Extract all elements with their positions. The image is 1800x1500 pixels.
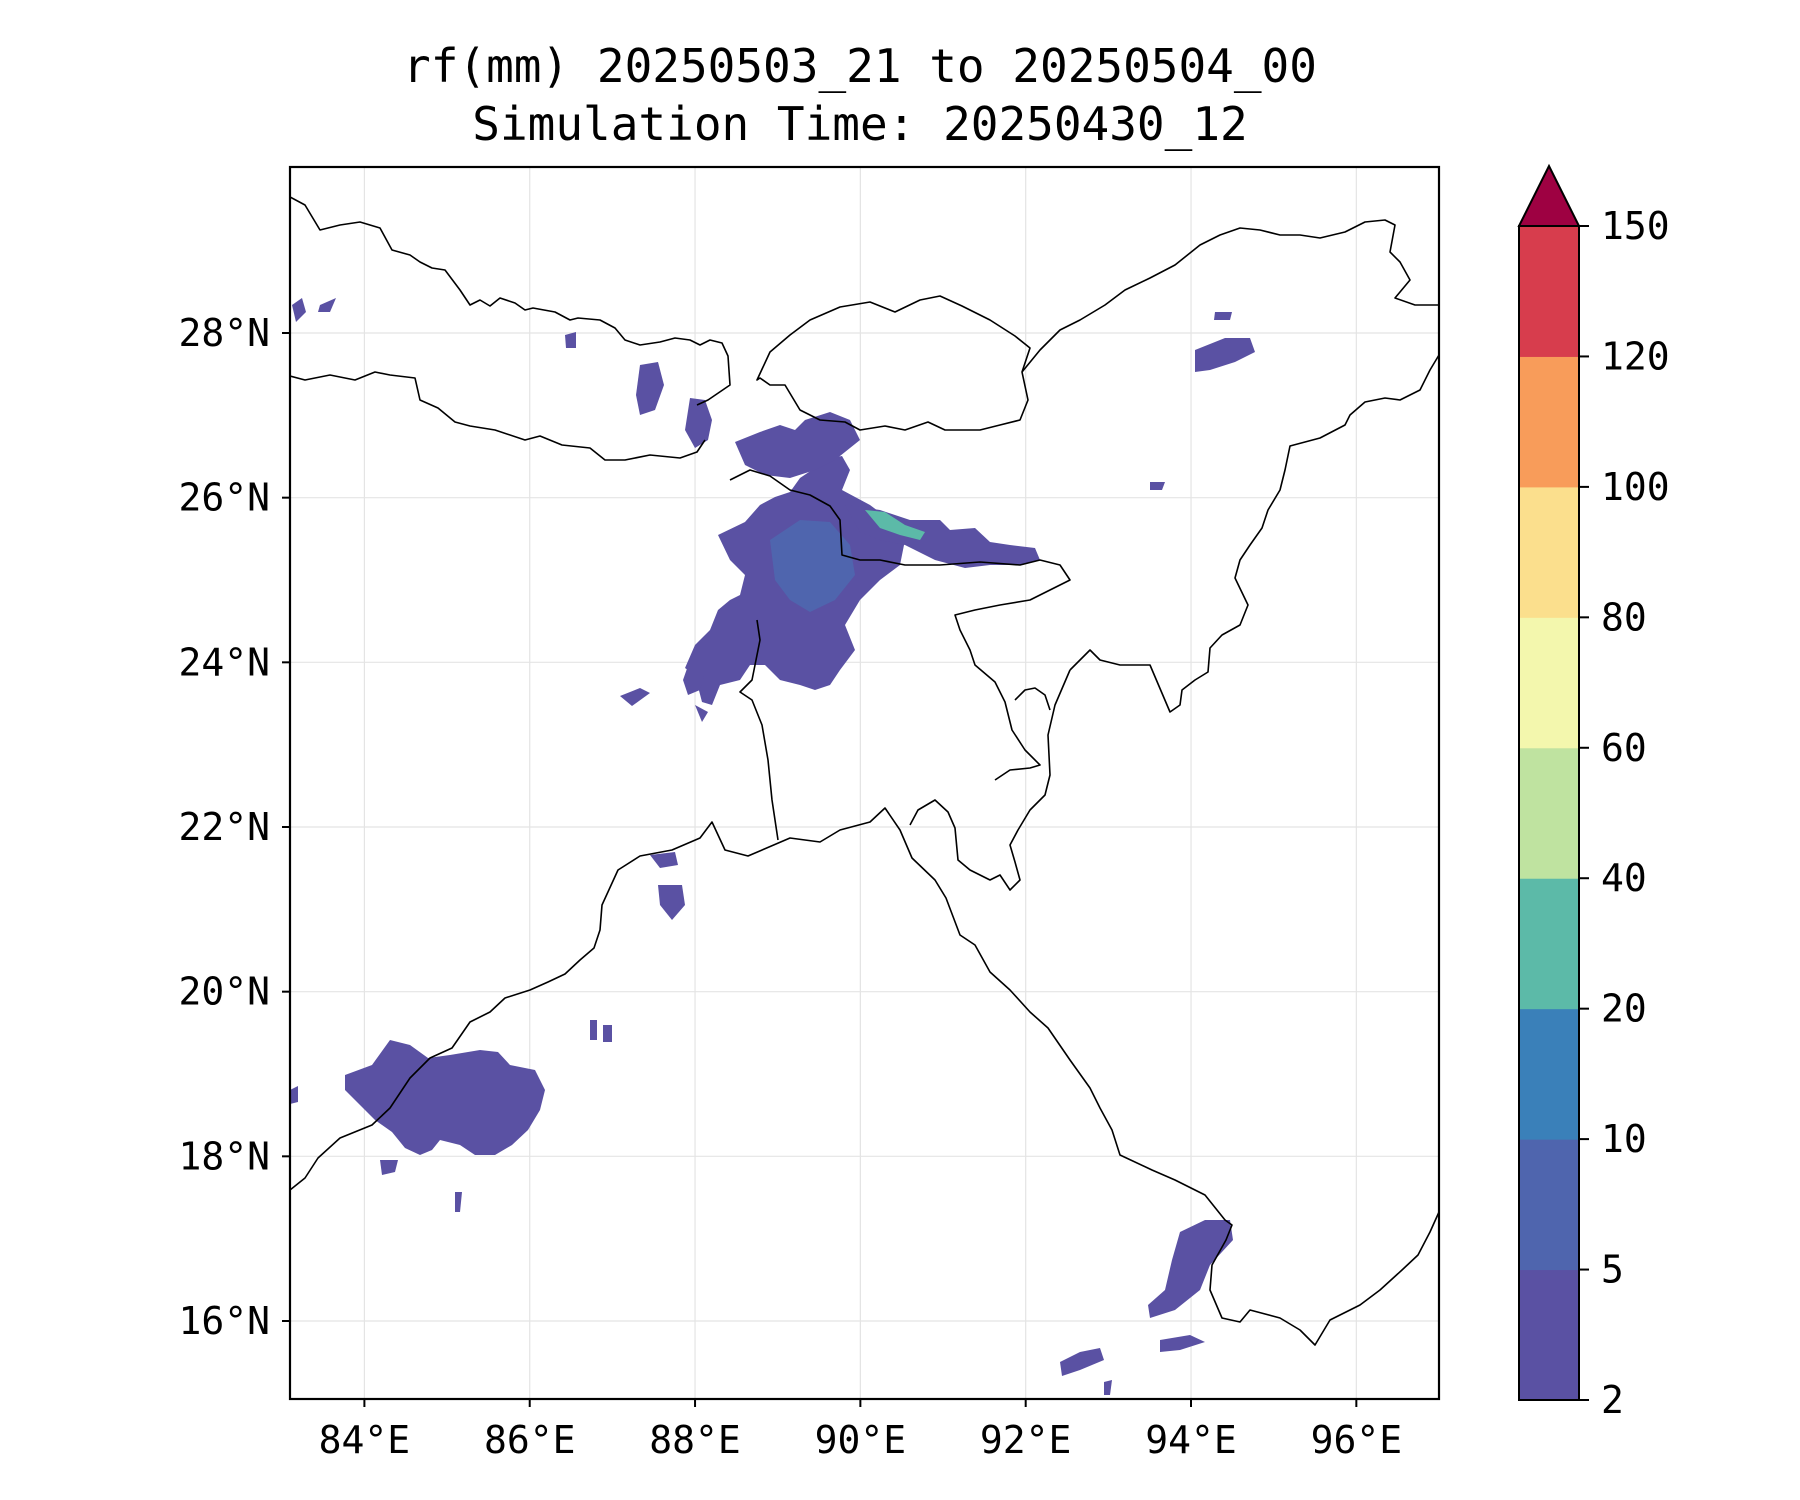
map-frame xyxy=(288,165,1441,1401)
colorbar-segment xyxy=(1519,356,1579,488)
y-tick-label: 18°N xyxy=(178,1134,270,1178)
x-tick-label: 86°E xyxy=(484,1418,576,1462)
x-axis: 84°E 86°E 88°E 90°E 92°E 94°E 96°E xyxy=(319,1399,1402,1462)
rain-area-nepal-w xyxy=(292,298,306,322)
rain-area-nepal-c xyxy=(565,332,576,348)
arunachal-myanmar-border xyxy=(1069,354,1439,713)
rain-area-small-1 xyxy=(620,688,650,706)
colorbar-tick-label: 10 xyxy=(1601,1117,1647,1161)
rain-area-meghalaya-core xyxy=(865,510,925,540)
coastline-and-borders xyxy=(290,196,1439,1346)
rain-area-andhra-2 xyxy=(380,1160,398,1175)
colorbar-tick-label: 60 xyxy=(1601,726,1647,770)
y-axis: 16°N 18°N 20°N 22°N 24°N 26°N 28°N xyxy=(178,311,290,1343)
colorbar-segment xyxy=(1519,747,1579,879)
colorbar-segment xyxy=(1519,617,1579,749)
rain-area-arunachal xyxy=(1195,338,1255,372)
rain-area-nepal-w2 xyxy=(318,298,336,312)
bhutan-border xyxy=(756,295,1031,431)
y-tick-label: 24°N xyxy=(178,640,270,684)
colorbar-tick-label: 150 xyxy=(1601,204,1670,248)
y-tick-label: 28°N xyxy=(178,311,270,355)
rain-area-sikkim xyxy=(636,362,664,415)
rain-area-myanmar-4 xyxy=(1104,1380,1112,1395)
rain-area-arunachal-2 xyxy=(1214,312,1232,320)
rain-area-sikkim-2 xyxy=(685,398,712,448)
coastline xyxy=(290,807,1439,1346)
x-tick-label: 90°E xyxy=(815,1418,907,1462)
colorbar-segment xyxy=(1519,878,1579,1010)
nepal-south-border xyxy=(290,371,706,461)
x-tick-label: 92°E xyxy=(980,1418,1072,1462)
y-tick-label: 20°N xyxy=(178,970,270,1014)
india-nepal-border xyxy=(290,196,731,406)
tripura-border xyxy=(1014,687,1051,711)
rain-area-bay-2 xyxy=(603,1025,612,1042)
rain-area-small-ne xyxy=(1150,482,1165,490)
x-tick-label: 88°E xyxy=(649,1418,741,1462)
gridlines xyxy=(290,167,1439,1399)
colorbar-segment xyxy=(1519,486,1579,618)
colorbar-tick-label: 100 xyxy=(1601,465,1670,509)
rain-area-odisha-1 xyxy=(650,852,678,868)
rain-area-myanmar-3 xyxy=(1060,1348,1104,1376)
colorbar-frame xyxy=(1518,225,1580,1401)
y-tick-label: 16°N xyxy=(178,1299,270,1343)
rain-area-andhra xyxy=(345,1040,545,1155)
rain-area-west-edge xyxy=(290,1086,298,1104)
colorbar-tick-label: 40 xyxy=(1601,856,1647,900)
rain-area-odisha-2 xyxy=(658,885,685,920)
rain-area-north-bengal xyxy=(735,412,860,478)
rain-area-small-2 xyxy=(695,705,708,722)
x-tick-label: 84°E xyxy=(319,1418,411,1462)
rain-area-bay-1 xyxy=(590,1020,597,1040)
figure-subtitle: Simulation Time: 20250430_12 xyxy=(472,97,1247,151)
colorbar-segment xyxy=(1519,1008,1579,1140)
x-tick-label: 94°E xyxy=(1145,1418,1237,1462)
colorbar-tick-label: 80 xyxy=(1601,595,1647,639)
y-tick-label: 26°N xyxy=(178,476,270,520)
colorbar-segment xyxy=(1519,1139,1579,1271)
rain-area-myanmar-coast xyxy=(1148,1220,1233,1318)
rain-area-west-bengal-sw xyxy=(683,660,705,695)
y-tick-label: 22°N xyxy=(178,805,270,849)
rainfall-field xyxy=(290,298,1255,1395)
colorbar-tick-label: 20 xyxy=(1601,987,1647,1031)
rain-area-myanmar-2 xyxy=(1160,1335,1205,1352)
colorbar-tick-label: 120 xyxy=(1601,334,1670,378)
colorbar-segment xyxy=(1519,1269,1579,1401)
figure-title: rf(mm) 20250503_21 to 20250504_00 xyxy=(403,39,1317,93)
colorbar: 2 5 10 20 40 60 80 100 120 150 xyxy=(1517,163,1670,1422)
rain-area-andhra-3 xyxy=(455,1192,462,1212)
bangladesh-border xyxy=(729,469,1071,781)
colorbar-extend-arrow xyxy=(1517,163,1581,227)
colorbar-segment xyxy=(1519,226,1579,357)
colorbar-tick-label: 2 xyxy=(1601,1378,1624,1422)
myanmar-west-border xyxy=(909,669,1071,891)
map-panel xyxy=(290,167,1439,1399)
colorbar-tick-label: 5 xyxy=(1601,1248,1624,1292)
bangladesh-west-border xyxy=(739,619,779,841)
x-tick-label: 96°E xyxy=(1311,1418,1403,1462)
rain-area-bengal-core xyxy=(770,520,855,612)
northeast-border xyxy=(1021,219,1439,373)
